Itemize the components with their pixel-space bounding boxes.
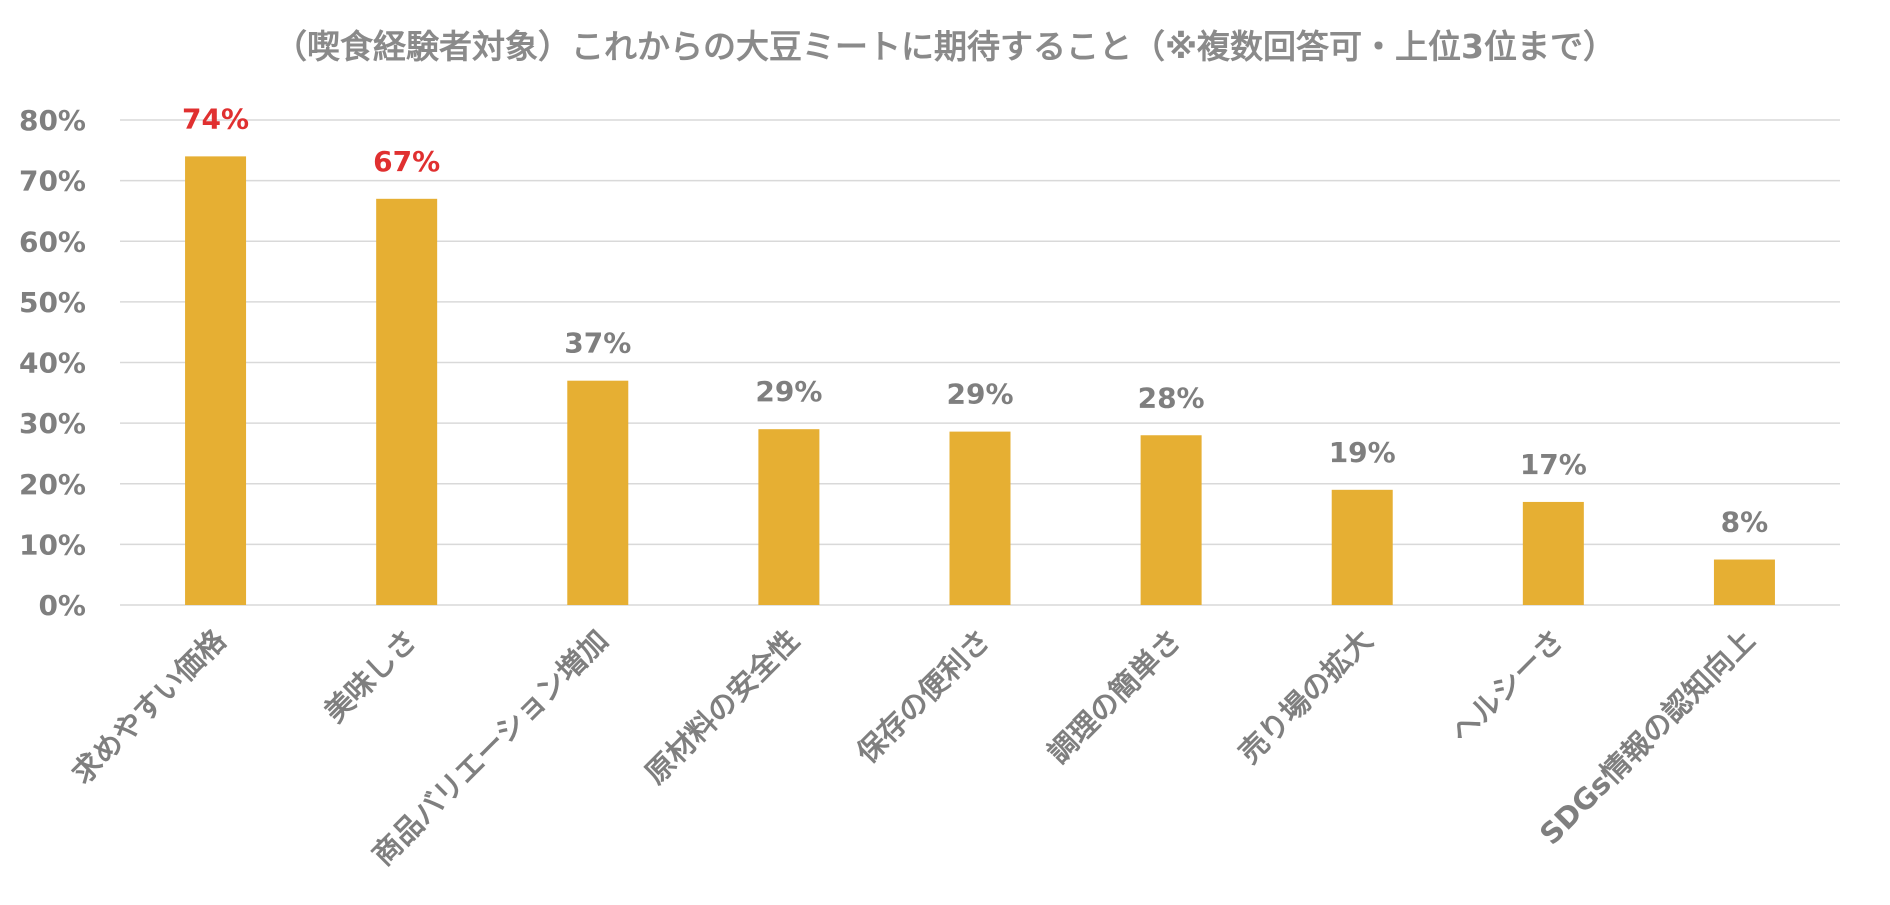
category-label: 調理の簡単さ [1041,623,1188,770]
category-label: 売り場の拡大 [1232,623,1379,770]
y-tick-label: 0% [38,589,86,622]
category-label: 求めやすい価格 [65,622,233,790]
y-tick-label: 70% [19,165,86,198]
y-tick-label: 60% [19,225,86,258]
bar [949,431,1011,605]
data-label: 28% [1138,381,1205,414]
y-tick-label: 20% [19,468,86,501]
data-label: 74% [182,102,249,135]
category-label: 美味しさ [318,623,424,729]
bar [758,429,820,605]
data-label: 8% [1721,506,1769,539]
bars [185,156,1775,605]
bar [376,198,438,605]
bar [1522,501,1584,605]
data-label: 17% [1520,448,1587,481]
bar [1713,559,1775,605]
y-tick-label: 80% [19,104,86,137]
category-label: SDGs情報の認知向上 [1533,623,1761,851]
bar [1140,435,1202,605]
bar [185,156,247,605]
y-tick-label: 10% [19,528,86,561]
chart-title: （喫食経験者対象）これからの大豆ミートに期待すること（※複数回答可・上位3位まで… [274,27,1616,66]
bar [1331,489,1393,605]
data-label: 29% [946,378,1013,411]
y-tick-label: 30% [19,407,86,440]
data-labels: 74% 67% 37% 29% 29% 28% 19% 17% 8% [182,102,1768,538]
category-label: ヘルシーさ [1444,623,1571,750]
data-label: 19% [1329,436,1396,469]
data-label: 29% [755,375,822,408]
y-tick-label: 40% [19,347,86,380]
data-label: 37% [564,327,631,360]
y-axis-ticks: 0% 10% 20% 30% 40% 50% 60% 70% 80% [19,104,86,622]
y-tick-label: 50% [19,286,86,319]
data-label: 67% [373,145,440,178]
category-label: 原材料の安全性 [638,623,806,791]
bar [567,380,629,605]
category-label: 保存の便利さ [849,623,997,771]
